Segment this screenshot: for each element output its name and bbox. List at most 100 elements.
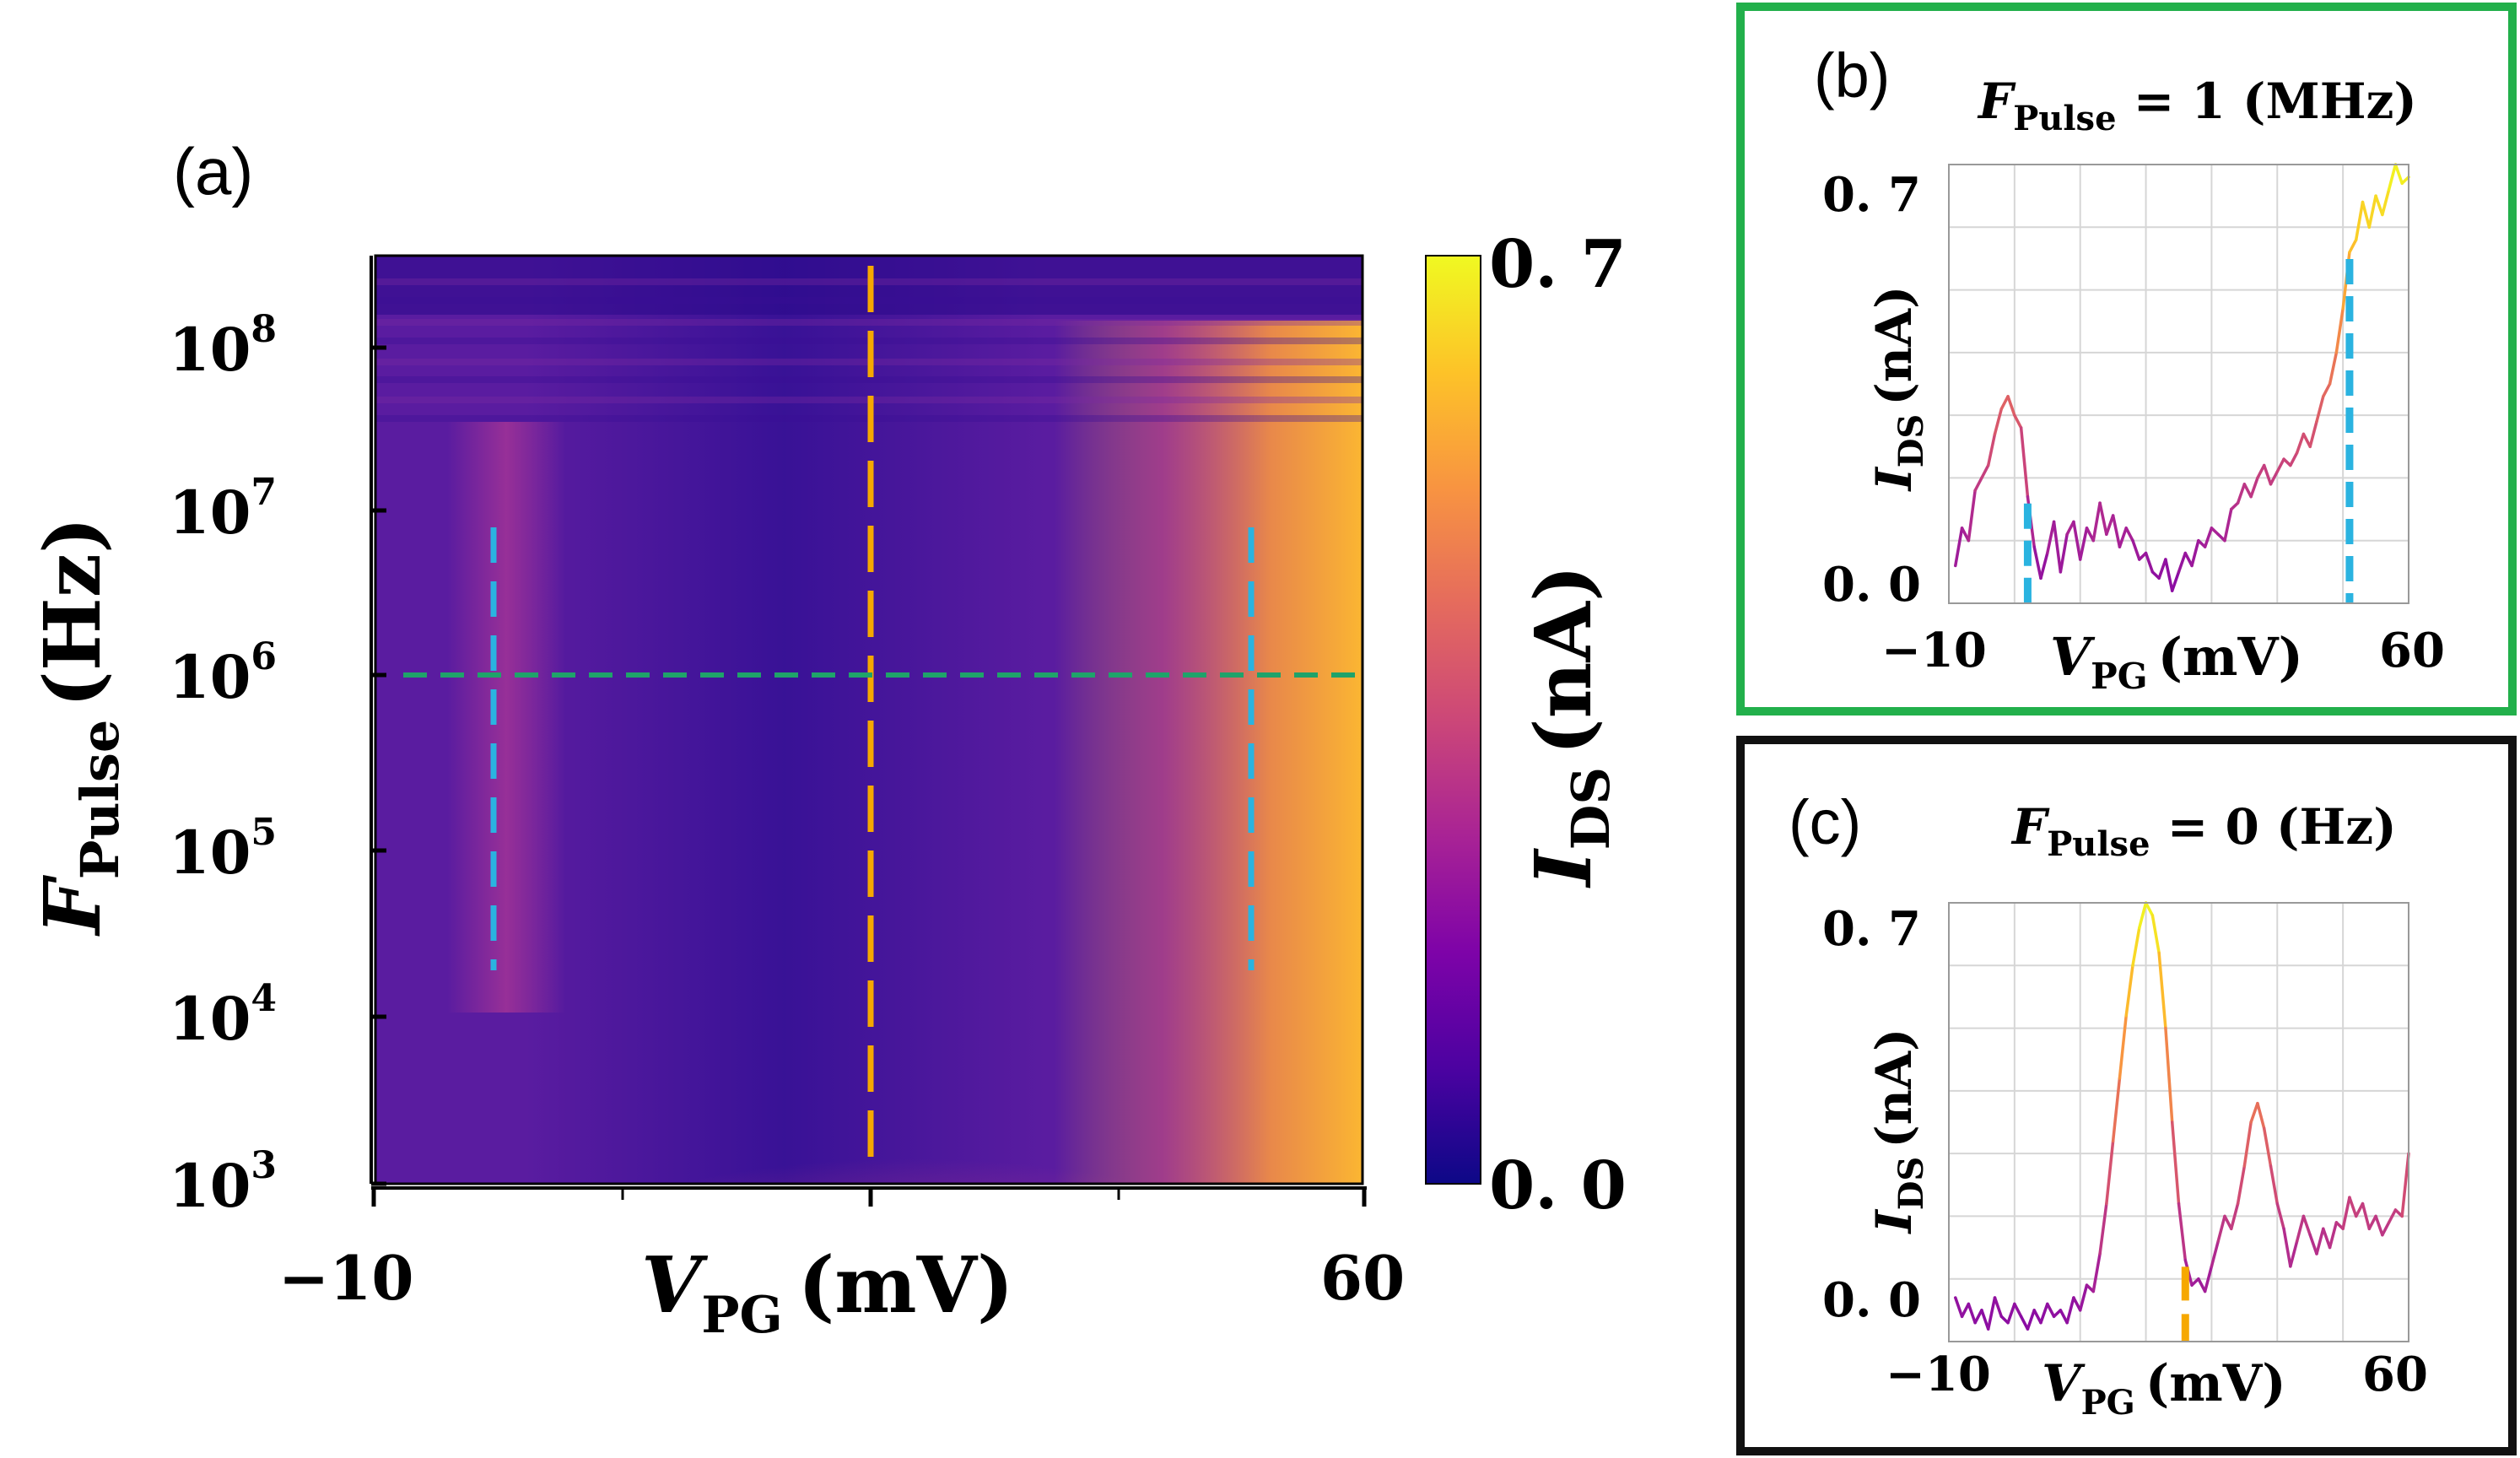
data-line-segment (2367, 194, 2377, 230)
data-line-segment (2203, 1265, 2214, 1293)
data-line-segment (2256, 1101, 2266, 1131)
data-line-segment (1973, 1309, 1983, 1325)
panel-b-x-tick-max: 60 (2379, 623, 2445, 678)
data-line-segment (2249, 476, 2259, 499)
panel-b-x-tick-min: −10 (1881, 623, 1987, 678)
data-line-segment (2078, 526, 2089, 561)
panel-c-plot (1949, 901, 2410, 1342)
data-line-segment (2177, 1202, 2188, 1262)
data-line-segment (2078, 1283, 2089, 1312)
panel-c-y-tick-max: 0. 7 (1822, 901, 1921, 957)
data-line-segment (2105, 514, 2115, 537)
data-line-segment (2242, 1120, 2253, 1168)
data-line-segment (2046, 520, 2056, 555)
data-line-segment (2341, 1196, 2351, 1231)
panel-c-x-axis-label: VPG (mV) (2042, 1354, 2286, 1423)
data-line-segment (2197, 1277, 2207, 1293)
data-line-segment (2118, 526, 2128, 548)
panel-b-title: FPulse = 1 (MHz) (1977, 73, 2417, 138)
panel-c-plot-frame (1948, 902, 2409, 1342)
data-line-segment (2262, 1126, 2273, 1168)
y-axis (370, 256, 386, 1186)
data-line-segment (2308, 1233, 2318, 1256)
data-line-segment (2019, 1315, 2030, 1331)
data-line-segment (2190, 538, 2200, 568)
data-line-segment (2059, 532, 2069, 574)
data-line-segment (1986, 1296, 1997, 1331)
data-line-segment (2210, 526, 2220, 537)
data-line-segment (2256, 463, 2266, 480)
y-tick-labels: 103 104 105 106 107 108 (169, 308, 277, 1221)
data-line-segment (2301, 432, 2312, 449)
data-line-segment (2289, 451, 2299, 467)
data-line-segment (2315, 395, 2325, 424)
panel-c-y-axis-label: IDS(nA) (1865, 1029, 1931, 1235)
panel-c-frame (1736, 736, 2517, 1455)
data-line-segment (2289, 1239, 2299, 1268)
panel-b: (b) FPulse = 1 (MHz) 0. 7 0. 0 −10 60 VP… (1736, 3, 2517, 716)
data-line-segment (2210, 1239, 2220, 1268)
data-line-segment (2361, 200, 2372, 230)
data-line-segment (2124, 526, 2134, 543)
data-line-segment (2144, 551, 2155, 574)
data-line-segment (2295, 1214, 2306, 1243)
data-line-segment (2006, 1302, 2016, 1325)
data-line-segment (2348, 238, 2358, 254)
data-line-segment (2039, 551, 2049, 580)
data-line-segment (1967, 1302, 1977, 1325)
data-line-segment (2072, 520, 2082, 561)
data-line-segment (2269, 470, 2280, 486)
x-tick-label-min: −10 (278, 1242, 414, 1314)
panel-b-y-tick-min: 0. 0 (1822, 557, 1921, 613)
data-line-segment (2249, 1101, 2259, 1124)
data-line-segment (2295, 432, 2306, 455)
heatmap-stripe (375, 376, 1363, 383)
data-line-segment (2170, 1120, 2181, 1206)
data-line-segment (2118, 1013, 2128, 1080)
panel-c-label: (c) (1789, 787, 1861, 857)
data-line-segment (2124, 964, 2134, 1018)
x-axis-label: VPG (mV) (641, 1239, 1014, 1345)
data-line-segment (2059, 1309, 2069, 1325)
data-line-segment (2150, 914, 2161, 955)
heatmap-right-band (1055, 321, 1363, 1184)
data-line-segment (1980, 463, 1990, 480)
data-line-segment (2046, 1302, 2056, 1319)
data-line-segment (2381, 1221, 2391, 1237)
data-line-segment (2177, 551, 2188, 574)
data-line-segment (2203, 526, 2214, 548)
data-line-segment (2322, 1227, 2332, 1250)
data-line-segment (2282, 1227, 2292, 1268)
data-line-segment (2348, 1196, 2358, 1218)
data-line-segment (2144, 901, 2155, 917)
data-line-segment (1986, 432, 1997, 467)
data-line-segment (2230, 1202, 2240, 1231)
y-tick-label: 105 (169, 811, 277, 888)
data-line-segment (2091, 501, 2102, 543)
colorbar-tick-min: 0. 0 (1489, 1148, 1627, 1224)
data-line-segment (2334, 307, 2345, 354)
data-line-segment (1954, 1296, 1964, 1319)
data-line-segment (2065, 1296, 2075, 1325)
data-line-segment (2387, 163, 2398, 192)
data-line-segment (2157, 558, 2167, 580)
data-line-segment (2393, 163, 2404, 186)
data-line-segment (1980, 1309, 1990, 1331)
y-tick-label: 104 (169, 977, 277, 1054)
data-line-segment (2072, 1296, 2082, 1312)
data-line-segment (2275, 1202, 2285, 1231)
data-line-segment (2111, 514, 2122, 548)
data-line-segment (2230, 501, 2240, 511)
y-tick-label: 106 (169, 635, 277, 712)
colorbar-tick-max: 0. 7 (1489, 226, 1627, 303)
panel-b-y-axis-label: IDS(nA) (1865, 286, 1931, 493)
data-line-segment (2131, 538, 2141, 561)
panel-b-plot-frame (1948, 164, 2409, 604)
data-line-segment (2269, 1164, 2280, 1206)
panel-a-label: (a) (173, 134, 253, 208)
panel-b-label: (b) (1814, 40, 1890, 111)
data-line-segment (2361, 1202, 2372, 1231)
data-line-segment (2301, 1214, 2312, 1237)
panel-b-plot (1949, 163, 2410, 603)
